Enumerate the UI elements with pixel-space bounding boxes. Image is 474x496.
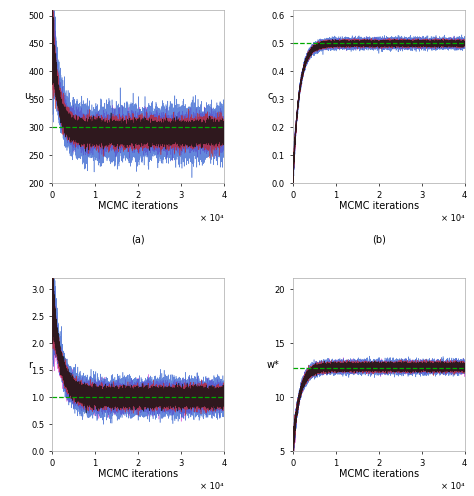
- Y-axis label: w*: w*: [267, 360, 280, 370]
- X-axis label: MCMC iterations: MCMC iterations: [338, 201, 419, 211]
- X-axis label: MCMC iterations: MCMC iterations: [338, 469, 419, 480]
- Text: × 10⁴: × 10⁴: [441, 214, 465, 223]
- Text: × 10⁴: × 10⁴: [201, 214, 224, 223]
- Y-axis label: c: c: [268, 91, 273, 102]
- Text: × 10⁴: × 10⁴: [441, 482, 465, 491]
- Text: × 10⁴: × 10⁴: [201, 482, 224, 491]
- Text: (b): (b): [372, 235, 385, 245]
- Text: (a): (a): [131, 235, 145, 245]
- Y-axis label: u: u: [24, 91, 30, 102]
- X-axis label: MCMC iterations: MCMC iterations: [98, 469, 178, 480]
- X-axis label: MCMC iterations: MCMC iterations: [98, 201, 178, 211]
- Y-axis label: r: r: [28, 360, 32, 370]
